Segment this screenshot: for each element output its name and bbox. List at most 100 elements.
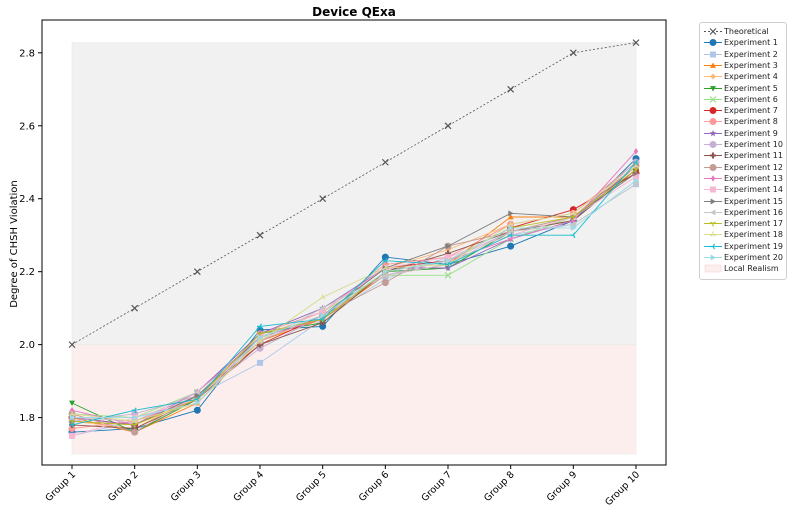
data-point bbox=[570, 232, 576, 239]
legend-swatch bbox=[704, 198, 722, 204]
data-point bbox=[633, 148, 639, 155]
legend-swatch bbox=[704, 186, 722, 193]
legend-item: Experiment 8 bbox=[700, 116, 786, 127]
legend-item: Experiment 6 bbox=[700, 94, 786, 105]
y-tick-label: 1.8 bbox=[19, 413, 35, 424]
data-point bbox=[320, 312, 326, 319]
y-tick-label: 2.6 bbox=[19, 121, 35, 132]
data-point bbox=[382, 268, 389, 275]
legend-item: Experiment 16 bbox=[700, 207, 786, 218]
series-1 bbox=[68, 39, 640, 349]
legend-marker bbox=[710, 152, 716, 159]
legend-item: Experiment 5 bbox=[700, 83, 786, 94]
series-layer bbox=[68, 39, 640, 439]
legend-swatch bbox=[704, 254, 722, 261]
data-point bbox=[194, 392, 201, 399]
data-point bbox=[633, 170, 639, 177]
legend-item: Experiment 13 bbox=[700, 173, 786, 184]
legend-swatch bbox=[704, 39, 722, 47]
legend-label: Theoretical bbox=[724, 27, 769, 36]
legend-item: Experiment 19 bbox=[700, 241, 786, 252]
data-point bbox=[319, 195, 327, 203]
data-point bbox=[633, 159, 639, 166]
data-point bbox=[69, 432, 75, 439]
legend-swatch bbox=[704, 118, 722, 126]
legend-patch bbox=[704, 265, 722, 273]
x-tick-label: Group 1 bbox=[43, 469, 78, 504]
data-point bbox=[445, 254, 451, 261]
series-line bbox=[71, 162, 637, 426]
data-point bbox=[570, 214, 577, 220]
legend-swatch bbox=[704, 129, 722, 137]
legend-label: Experiment 9 bbox=[724, 128, 778, 138]
legend-label: Local Realism bbox=[724, 264, 779, 274]
legend-label: Experiment 3 bbox=[724, 60, 778, 70]
data-point bbox=[507, 85, 515, 93]
legend-marker bbox=[710, 198, 716, 204]
legend-swatch bbox=[704, 221, 722, 227]
legend-marker bbox=[709, 129, 717, 137]
data-point bbox=[131, 422, 138, 428]
legend-marker bbox=[710, 73, 716, 80]
data-point bbox=[570, 210, 577, 216]
data-point bbox=[194, 389, 200, 396]
data-point bbox=[508, 210, 514, 217]
legend-label: Experiment 5 bbox=[724, 83, 778, 93]
data-point bbox=[319, 308, 326, 315]
x-tick-label: Group 4 bbox=[231, 469, 266, 504]
data-point bbox=[445, 261, 451, 268]
x-tick-label: Group 7 bbox=[419, 469, 454, 504]
data-point bbox=[381, 279, 389, 287]
data-point bbox=[69, 406, 75, 414]
legend-swatch bbox=[704, 175, 722, 182]
legend-label: Experiment 10 bbox=[724, 140, 783, 149]
legend-label: Experiment 2 bbox=[724, 49, 778, 59]
data-point bbox=[508, 224, 514, 231]
data-point bbox=[571, 217, 576, 224]
x-tick-label: Group 5 bbox=[294, 469, 329, 504]
legend-label: Experiment 1 bbox=[724, 38, 778, 48]
legend-swatch bbox=[704, 95, 722, 103]
data-point bbox=[445, 257, 451, 264]
legend-marker bbox=[710, 221, 716, 227]
legend-swatch bbox=[704, 265, 722, 273]
x-tick-label: Group 9 bbox=[545, 469, 580, 504]
data-point bbox=[507, 213, 514, 220]
data-point bbox=[257, 334, 263, 341]
series-line bbox=[71, 165, 637, 422]
legend-item: Experiment 15 bbox=[700, 196, 786, 207]
data-point bbox=[194, 399, 201, 406]
legend-item: Experiment 7 bbox=[700, 105, 786, 116]
legend-marker bbox=[710, 85, 716, 91]
legend-marker bbox=[710, 186, 716, 193]
data-point bbox=[382, 275, 389, 282]
data-point bbox=[257, 323, 263, 330]
data-point bbox=[633, 173, 639, 180]
data-point bbox=[132, 414, 138, 421]
legend-item: Local Realism bbox=[700, 263, 786, 274]
data-point bbox=[131, 425, 138, 432]
data-point bbox=[131, 428, 139, 436]
data-point bbox=[444, 122, 452, 130]
legend-label: Experiment 13 bbox=[724, 173, 783, 183]
data-point bbox=[633, 181, 639, 188]
legend-marker bbox=[710, 243, 716, 250]
data-point bbox=[69, 414, 75, 421]
legend-swatch bbox=[704, 141, 722, 148]
legend-swatch bbox=[704, 85, 722, 91]
legend-label: Experiment 18 bbox=[724, 230, 783, 240]
legend-item: Experiment 1 bbox=[700, 37, 786, 48]
data-point bbox=[69, 400, 75, 406]
data-point bbox=[256, 231, 264, 239]
data-point bbox=[569, 49, 577, 57]
data-point bbox=[381, 253, 389, 261]
legend-marker bbox=[710, 254, 716, 261]
chart-title: Device QExa bbox=[312, 5, 396, 19]
data-point bbox=[508, 235, 513, 243]
series-21 bbox=[69, 177, 639, 421]
data-point bbox=[444, 271, 452, 279]
data-point bbox=[570, 224, 577, 231]
legend-marker bbox=[709, 141, 717, 148]
legend-item: Experiment 12 bbox=[700, 162, 786, 173]
